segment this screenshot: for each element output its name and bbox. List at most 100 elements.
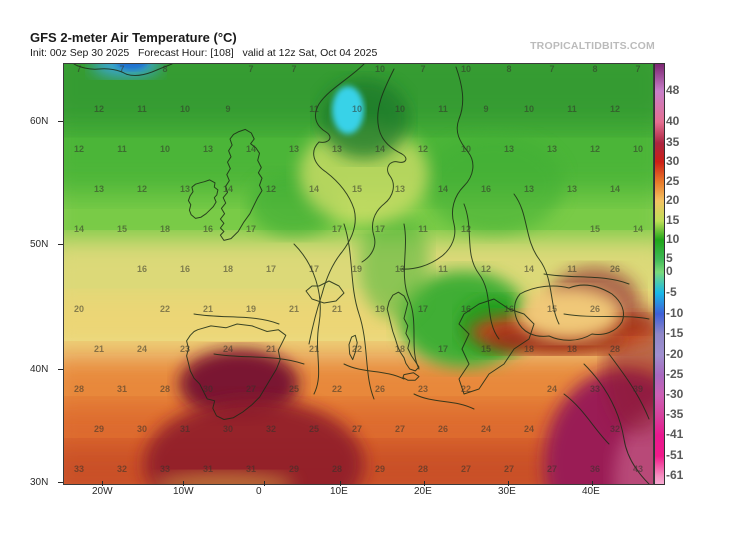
svg-text:18: 18 xyxy=(567,344,577,354)
svg-text:10: 10 xyxy=(352,104,362,114)
svg-text:9: 9 xyxy=(483,104,488,114)
svg-text:22: 22 xyxy=(160,304,170,314)
svg-text:14: 14 xyxy=(74,224,84,234)
svg-text:28: 28 xyxy=(74,384,84,394)
svg-text:7: 7 xyxy=(248,64,253,74)
svg-text:24: 24 xyxy=(547,384,557,394)
svg-text:22: 22 xyxy=(461,384,471,394)
svg-text:24: 24 xyxy=(481,424,491,434)
svg-text:21: 21 xyxy=(289,304,299,314)
svg-text:22: 22 xyxy=(352,344,362,354)
svg-text:12: 12 xyxy=(266,184,276,194)
svg-text:17: 17 xyxy=(332,224,342,234)
svg-text:16: 16 xyxy=(481,184,491,194)
svg-text:15: 15 xyxy=(481,344,491,354)
svg-text:11: 11 xyxy=(567,264,577,274)
svg-text:20: 20 xyxy=(74,304,84,314)
svg-text:10: 10 xyxy=(461,64,471,74)
svg-text:7: 7 xyxy=(76,64,81,74)
svg-text:11: 11 xyxy=(137,104,147,114)
svg-text:16: 16 xyxy=(504,304,514,314)
svg-text:14: 14 xyxy=(610,184,620,194)
svg-text:28: 28 xyxy=(332,464,342,474)
svg-text:13: 13 xyxy=(547,144,557,154)
svg-text:21: 21 xyxy=(332,304,342,314)
svg-text:10: 10 xyxy=(180,104,190,114)
svg-text:12: 12 xyxy=(610,104,620,114)
svg-text:12: 12 xyxy=(481,264,491,274)
svg-text:15: 15 xyxy=(547,304,557,314)
svg-text:13: 13 xyxy=(180,184,190,194)
svg-text:28: 28 xyxy=(418,464,428,474)
svg-text:10: 10 xyxy=(375,64,385,74)
svg-text:14: 14 xyxy=(375,144,385,154)
svg-text:17: 17 xyxy=(309,264,319,274)
svg-text:19: 19 xyxy=(246,304,256,314)
svg-text:30: 30 xyxy=(137,424,147,434)
svg-text:10: 10 xyxy=(395,104,405,114)
svg-text:8: 8 xyxy=(592,64,597,74)
svg-text:26: 26 xyxy=(438,424,448,434)
svg-text:21: 21 xyxy=(94,344,104,354)
svg-text:32: 32 xyxy=(266,424,276,434)
svg-text:19: 19 xyxy=(375,304,385,314)
svg-text:33: 33 xyxy=(590,384,600,394)
svg-text:28: 28 xyxy=(160,384,170,394)
svg-text:14: 14 xyxy=(633,224,643,234)
svg-text:43: 43 xyxy=(633,464,643,474)
svg-text:19: 19 xyxy=(352,264,362,274)
svg-text:21: 21 xyxy=(266,344,276,354)
svg-text:18: 18 xyxy=(223,264,233,274)
svg-text:26: 26 xyxy=(610,264,620,274)
svg-text:10: 10 xyxy=(524,104,534,114)
svg-text:27: 27 xyxy=(547,464,557,474)
svg-text:15: 15 xyxy=(352,184,362,194)
svg-text:30: 30 xyxy=(203,384,213,394)
svg-text:16: 16 xyxy=(203,224,213,234)
svg-text:14: 14 xyxy=(309,184,319,194)
svg-text:13: 13 xyxy=(395,184,405,194)
svg-text:12: 12 xyxy=(461,224,471,234)
svg-text:18: 18 xyxy=(160,224,170,234)
svg-text:15: 15 xyxy=(590,224,600,234)
svg-text:18: 18 xyxy=(524,344,534,354)
svg-text:39: 39 xyxy=(633,384,643,394)
svg-text:11: 11 xyxy=(117,144,127,154)
svg-text:13: 13 xyxy=(203,144,213,154)
svg-text:26: 26 xyxy=(590,304,600,314)
svg-text:7: 7 xyxy=(635,64,640,74)
svg-text:25: 25 xyxy=(289,384,299,394)
svg-text:8: 8 xyxy=(506,64,511,74)
svg-text:27: 27 xyxy=(504,464,514,474)
svg-text:7: 7 xyxy=(291,64,296,74)
svg-text:13: 13 xyxy=(567,184,577,194)
svg-text:36: 36 xyxy=(590,464,600,474)
svg-text:13: 13 xyxy=(332,144,342,154)
svg-text:13: 13 xyxy=(289,144,299,154)
svg-text:29: 29 xyxy=(289,464,299,474)
svg-text:13: 13 xyxy=(395,264,405,274)
svg-text:32: 32 xyxy=(610,424,620,434)
svg-text:14: 14 xyxy=(223,184,233,194)
svg-text:23: 23 xyxy=(418,384,428,394)
svg-text:12: 12 xyxy=(94,104,104,114)
svg-text:27: 27 xyxy=(395,424,405,434)
svg-text:14: 14 xyxy=(524,264,534,274)
svg-text:25: 25 xyxy=(309,424,319,434)
svg-text:28: 28 xyxy=(610,344,620,354)
svg-text:21: 21 xyxy=(309,344,319,354)
svg-text:16: 16 xyxy=(137,264,147,274)
svg-text:17: 17 xyxy=(418,304,428,314)
svg-text:16: 16 xyxy=(461,304,471,314)
svg-text:24: 24 xyxy=(524,424,534,434)
svg-text:11: 11 xyxy=(567,104,577,114)
svg-text:17: 17 xyxy=(246,224,256,234)
svg-text:27: 27 xyxy=(246,384,256,394)
svg-text:17: 17 xyxy=(266,264,276,274)
svg-text:10: 10 xyxy=(160,144,170,154)
svg-text:33: 33 xyxy=(160,464,170,474)
svg-text:31: 31 xyxy=(246,464,256,474)
svg-text:11: 11 xyxy=(438,264,448,274)
svg-text:13: 13 xyxy=(94,184,104,194)
svg-text:31: 31 xyxy=(117,384,127,394)
